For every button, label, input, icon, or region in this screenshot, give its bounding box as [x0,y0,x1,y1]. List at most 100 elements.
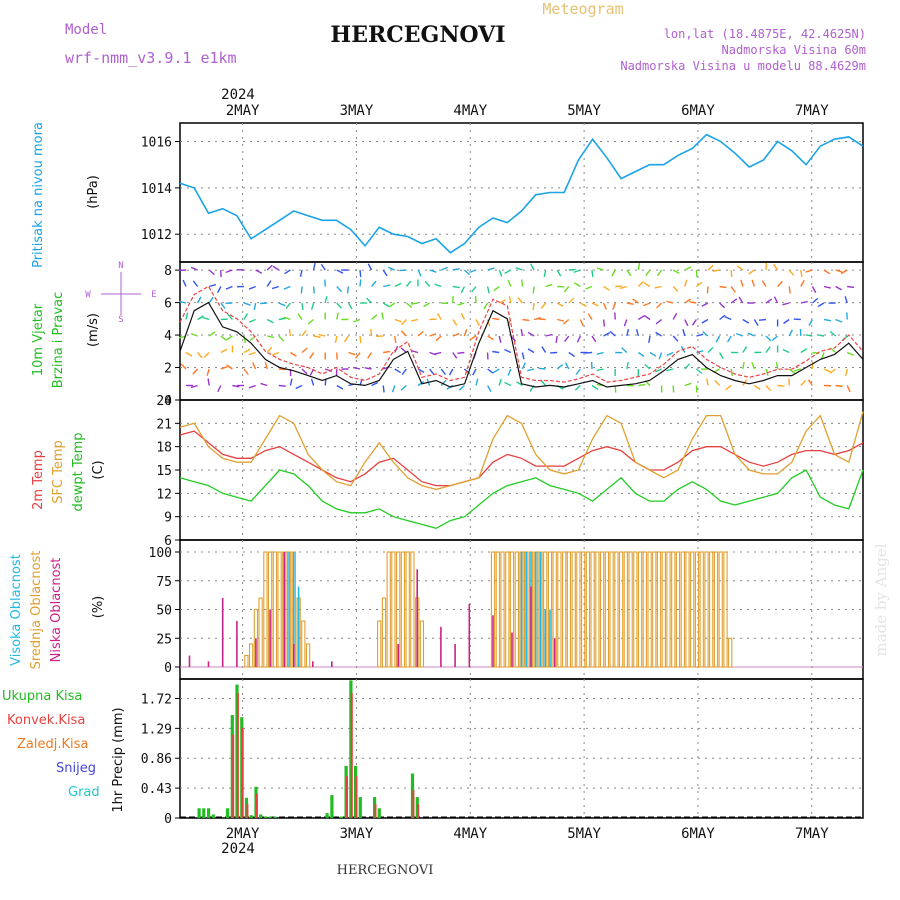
wind-arrow [788,368,796,374]
cloud-bar-mid [585,551,591,668]
wind-arrow [504,269,512,275]
wind-arrow [649,351,657,357]
wind-arrow [278,384,286,387]
wind-arrow [288,329,292,337]
wind-speed-line [179,301,864,388]
wind-arrow [706,378,709,386]
top-day-labels: 2MAY 3MAY 4MAY 5MAY 6MAY 7MAY [226,103,829,119]
wind-arrow [696,350,704,354]
top-day-label: 7MAY [795,103,829,119]
wind-arrow [192,368,199,375]
wind-arrow [807,379,813,386]
wind-arrow [765,368,769,376]
wind-arrow [805,334,813,337]
wind-arrow [487,267,495,271]
ytick-label: 100 [149,546,172,561]
wind-arrow [564,335,570,343]
precip-bar-total [330,795,334,818]
wind-arrow [182,279,187,287]
cloud-bar-mid [637,551,643,668]
wind-arrow [202,316,210,321]
cloud-bar-mid [713,551,719,668]
wind-arrow [492,350,500,354]
wind-arrow [619,285,627,290]
pressure-unit: (hPa) [86,175,101,209]
cloud-panel-label-3: Niska Oblacnost [49,558,64,663]
ytick-label: 15 [156,464,172,479]
cloud-bar-mid [248,643,254,668]
wind-arrow [672,313,678,320]
wind-arrow [320,263,326,271]
wind-arrow [401,319,407,326]
wind-arrow [498,269,503,277]
wind-arrow [278,302,286,307]
wind-arrow [557,318,565,322]
wind-arrow [347,302,353,310]
wind-arrow [382,269,388,277]
wind-arrow [353,318,361,323]
wind-arrow [829,368,837,374]
wind-arrow [847,285,855,289]
wind-arrow [348,351,356,356]
wind-arrow [179,300,187,304]
wind-arrow [788,329,794,337]
wind-yticks: 0 2 4 6 8 [164,264,180,409]
wind-arrow [343,335,349,343]
wind-arrow [475,319,481,326]
wind-arrow [417,381,425,387]
wind-arrow [666,300,674,304]
wind-arrow [816,334,825,337]
ytick-label: 1016 [141,136,172,151]
wind-arrow [196,296,202,304]
wind-arrow [765,385,772,392]
wind-arrow [507,279,512,287]
wind-arrow [417,330,424,337]
cloud-bar-mid [666,551,671,668]
wind-arrow [359,269,362,278]
precip-bar-total [273,816,277,818]
wind-arrow [626,302,634,305]
wind-arrow [248,384,256,389]
precip-bar-convective [417,804,420,818]
wind-arrow [643,302,651,307]
wind-arrow [783,318,790,325]
wind-arrow [301,347,308,354]
wind-arrow [487,368,494,374]
wind-arrow [285,302,291,309]
wind-arrow [424,280,431,287]
ytick-label: 8 [164,264,172,279]
ytick-label: 9 [164,511,172,526]
wind-arrow [707,347,714,353]
wind-arrow [800,269,803,278]
precip-bar-total [197,808,201,818]
wind-arrow [391,385,396,393]
wind-arrow [738,296,744,304]
top-day-label: 6MAY [681,103,715,119]
cloud-bar-mid [628,551,633,668]
precip-bar-convective [346,776,348,818]
wind-arrow [719,285,727,289]
wind-arrow [576,335,582,343]
wind-arrow [312,286,315,294]
wind-arrow [521,352,525,360]
wind-arrow [811,286,817,293]
compass-north: N [118,261,123,271]
ytick-label: 25 [156,632,172,647]
wind-arrow [301,302,304,310]
wind-arrow [290,351,297,357]
wind-arrow [371,280,377,287]
wind-arrow [334,335,338,344]
wind-arrow [793,368,802,372]
wind-arrow [192,280,199,287]
wind-arrow [370,328,373,337]
wind-arrow [596,368,604,372]
wind-arrow [267,335,275,339]
cloud-bar-mid [258,597,263,668]
cloud-bar-mid [410,551,415,668]
cloud-bar-mid [618,551,624,668]
wind-arrow [684,319,689,327]
wind-arrow [208,269,215,276]
wind-arrow [517,297,523,304]
pressure-yticks: 1012 1014 1016 [141,136,180,243]
